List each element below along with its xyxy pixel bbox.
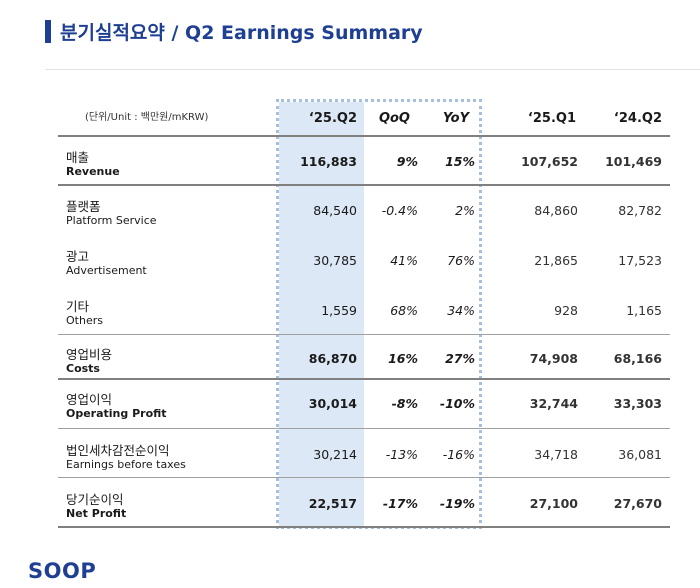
row-divider <box>58 334 670 335</box>
table-cell: 101,469 <box>605 154 662 169</box>
table-cell: 1,165 <box>626 303 662 318</box>
table-cell: 30,214 <box>313 447 357 462</box>
row-label-ko: 당기순이익 <box>66 492 124 507</box>
table-cell: 27,100 <box>529 496 578 511</box>
table-cell: 16% <box>388 351 418 366</box>
table-row: 영업이익 Operating Profit 30,014 -8% -10% 32,744 3… <box>58 379 670 429</box>
table-cell: 17,523 <box>618 253 662 268</box>
row-label-ko: 영업이익 <box>66 392 113 407</box>
table-cell: 41% <box>390 253 418 268</box>
table-row: 기타 Others 1,559 68% 34% 928 1,165 <box>58 286 670 336</box>
page-title: 분기실적요약 / Q2 Earnings Summary <box>60 22 423 44</box>
title-divider <box>45 69 700 70</box>
table-cell: -17% <box>382 496 418 511</box>
table-cell: 32,744 <box>529 396 578 411</box>
title-accent-bar <box>45 20 51 43</box>
table-cell: 30,785 <box>313 253 357 268</box>
table-cell: 27% <box>445 351 475 366</box>
table-cell: -10% <box>439 396 475 411</box>
table-cell: 30,014 <box>308 396 357 411</box>
col-header-25q1: ‘25.Q1 <box>527 111 576 126</box>
table-cell: 68,166 <box>613 351 662 366</box>
table-cell: 84,860 <box>534 203 578 218</box>
table-cell: 116,883 <box>300 154 357 169</box>
soop-logo: SOOP <box>28 559 97 583</box>
table-cell: 1,559 <box>321 303 357 318</box>
table-row: 영업비용 Costs 86,870 16% 27% 74,908 68,166 <box>58 334 670 384</box>
row-label-en: Advertisement <box>66 264 147 277</box>
table-row: 광고 Advertisement 30,785 41% 76% 21,865 17,523 <box>58 236 670 286</box>
row-divider <box>58 378 670 380</box>
table-cell: 2% <box>455 203 475 218</box>
row-divider <box>58 428 670 429</box>
table-cell: -19% <box>439 496 475 511</box>
table-row: 플랫폼 Platform Service 84,540 -0.4% 2% 84,860 82… <box>58 186 670 236</box>
row-label-ko: 기타 <box>66 299 90 314</box>
col-header-25q2: ‘25.Q2 <box>308 111 357 126</box>
row-label-ko: 영업비용 <box>66 347 113 362</box>
row-label-en: Earnings before taxes <box>66 458 186 471</box>
table-cell: 34% <box>447 303 475 318</box>
row-label-ko: 매출 <box>66 150 90 165</box>
table-cell: 82,782 <box>618 203 662 218</box>
col-header-24q2: ‘24.Q2 <box>613 111 662 126</box>
table-cell: -8% <box>391 396 418 411</box>
row-divider <box>58 526 670 528</box>
row-label-en: Costs <box>66 362 100 375</box>
table-cell: 84,540 <box>313 203 357 218</box>
table-row: 당기순이익 Net Profit 22,517 -17% -19% 27,100 27,67… <box>58 479 670 529</box>
table-cell: -16% <box>442 447 475 462</box>
table-cell: 36,081 <box>618 447 662 462</box>
row-label-ko: 플랫폼 <box>66 199 101 214</box>
table-cell: 34,718 <box>534 447 578 462</box>
table-cell: 107,652 <box>521 154 578 169</box>
table-cell: 68% <box>390 303 418 318</box>
table-cell: 74,908 <box>529 351 578 366</box>
table-cell: -0.4% <box>381 203 418 218</box>
row-label-ko: 광고 <box>66 249 90 264</box>
unit-label: (단위/Unit : 백만원/mKRW) <box>85 112 209 123</box>
row-divider <box>58 477 670 478</box>
current-quarter-highlight <box>279 102 364 526</box>
row-label-en: Others <box>66 314 103 327</box>
row-label-en: Operating Profit <box>66 407 167 420</box>
table-row: 매출 Revenue 116,883 9% 15% 107,652 101,469 <box>58 137 670 187</box>
row-label-en: Platform Service <box>66 214 157 227</box>
table-row: 법인세차감전순이익 Earnings before taxes 30,214 -13%… <box>58 430 670 480</box>
table-cell: 21,865 <box>534 253 578 268</box>
table-cell: 76% <box>447 253 475 268</box>
table-cell: 928 <box>554 303 578 318</box>
table-cell: 9% <box>396 154 418 169</box>
table-cell: 33,303 <box>613 396 662 411</box>
header-divider <box>58 135 670 137</box>
col-header-qoq: QoQ <box>378 111 410 126</box>
row-label-en: Revenue <box>66 165 120 178</box>
table-cell: -13% <box>385 447 418 462</box>
table-cell: 86,870 <box>308 351 357 366</box>
row-label-ko: 법인세차감전순이익 <box>66 443 170 458</box>
row-label-en: Net Profit <box>66 507 127 520</box>
table-cell: 22,517 <box>308 496 357 511</box>
row-divider <box>58 184 670 186</box>
col-header-yoy: YoY <box>442 111 469 126</box>
table-cell: 15% <box>445 154 475 169</box>
table-cell: 27,670 <box>613 496 662 511</box>
